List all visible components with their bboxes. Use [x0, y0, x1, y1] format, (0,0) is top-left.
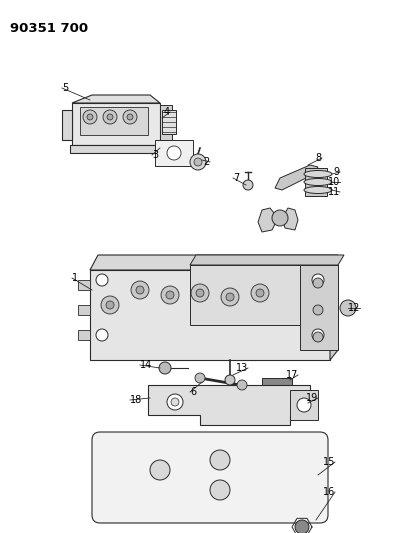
- Circle shape: [210, 450, 230, 470]
- Polygon shape: [300, 265, 338, 350]
- Ellipse shape: [304, 187, 332, 193]
- Circle shape: [226, 293, 234, 301]
- Circle shape: [127, 114, 133, 120]
- Text: 5: 5: [62, 83, 68, 93]
- Text: 10: 10: [328, 177, 340, 187]
- Polygon shape: [190, 265, 338, 325]
- Circle shape: [167, 394, 183, 410]
- Text: 6: 6: [190, 387, 196, 397]
- Circle shape: [166, 291, 174, 299]
- Circle shape: [295, 520, 309, 533]
- Bar: [160, 105, 172, 140]
- Circle shape: [312, 274, 324, 286]
- Text: 15: 15: [323, 457, 335, 467]
- Polygon shape: [155, 140, 193, 166]
- Circle shape: [161, 286, 179, 304]
- Circle shape: [101, 296, 119, 314]
- Text: 9: 9: [334, 167, 340, 177]
- Circle shape: [194, 158, 202, 166]
- Polygon shape: [190, 255, 344, 265]
- Circle shape: [196, 289, 204, 297]
- Circle shape: [225, 375, 235, 385]
- Polygon shape: [282, 208, 298, 230]
- Text: 12: 12: [348, 303, 360, 313]
- Polygon shape: [148, 385, 310, 425]
- Circle shape: [340, 300, 356, 316]
- Bar: [78, 330, 90, 340]
- Polygon shape: [70, 145, 162, 153]
- Text: 11: 11: [328, 187, 340, 197]
- FancyBboxPatch shape: [92, 432, 328, 523]
- Bar: [78, 305, 90, 315]
- Circle shape: [313, 332, 323, 342]
- Text: 4: 4: [164, 107, 170, 117]
- Circle shape: [96, 329, 108, 341]
- Bar: [262, 378, 292, 388]
- Circle shape: [190, 154, 206, 170]
- Circle shape: [103, 110, 117, 124]
- Ellipse shape: [304, 179, 332, 185]
- Polygon shape: [72, 103, 160, 145]
- Circle shape: [106, 301, 114, 309]
- Polygon shape: [90, 270, 330, 360]
- Polygon shape: [90, 255, 338, 270]
- Circle shape: [191, 284, 209, 302]
- Circle shape: [297, 398, 311, 412]
- Text: 16: 16: [323, 487, 335, 497]
- Bar: [305, 168, 327, 196]
- Bar: [78, 280, 90, 290]
- Circle shape: [107, 114, 113, 120]
- Circle shape: [256, 289, 264, 297]
- Circle shape: [159, 362, 171, 374]
- Circle shape: [195, 373, 205, 383]
- Bar: [162, 110, 176, 134]
- Ellipse shape: [304, 171, 332, 177]
- Polygon shape: [275, 165, 318, 190]
- Polygon shape: [330, 255, 338, 360]
- Circle shape: [251, 284, 269, 302]
- Circle shape: [123, 110, 137, 124]
- Text: 19: 19: [306, 393, 318, 403]
- Circle shape: [210, 480, 230, 500]
- Polygon shape: [258, 208, 278, 232]
- Circle shape: [83, 110, 97, 124]
- Circle shape: [272, 210, 288, 226]
- Circle shape: [171, 398, 179, 406]
- Text: 7: 7: [233, 173, 239, 183]
- Text: 13: 13: [236, 363, 248, 373]
- Circle shape: [96, 274, 108, 286]
- Circle shape: [221, 288, 239, 306]
- Text: 8: 8: [316, 153, 322, 163]
- Circle shape: [136, 286, 144, 294]
- Circle shape: [312, 329, 324, 341]
- Circle shape: [313, 305, 323, 315]
- Text: 17: 17: [286, 370, 298, 380]
- Text: 1: 1: [72, 273, 78, 283]
- Polygon shape: [72, 95, 160, 103]
- Text: 3: 3: [152, 150, 158, 160]
- Text: 2: 2: [204, 157, 210, 167]
- Circle shape: [150, 460, 170, 480]
- Text: 90351 700: 90351 700: [10, 22, 88, 35]
- Bar: [290, 390, 318, 420]
- Bar: [80, 107, 148, 135]
- Polygon shape: [62, 110, 72, 140]
- Circle shape: [313, 278, 323, 288]
- Circle shape: [131, 281, 149, 299]
- Circle shape: [243, 180, 253, 190]
- Circle shape: [87, 114, 93, 120]
- Text: 18: 18: [130, 395, 142, 405]
- Circle shape: [237, 380, 247, 390]
- Circle shape: [167, 146, 181, 160]
- Text: 14: 14: [140, 360, 152, 370]
